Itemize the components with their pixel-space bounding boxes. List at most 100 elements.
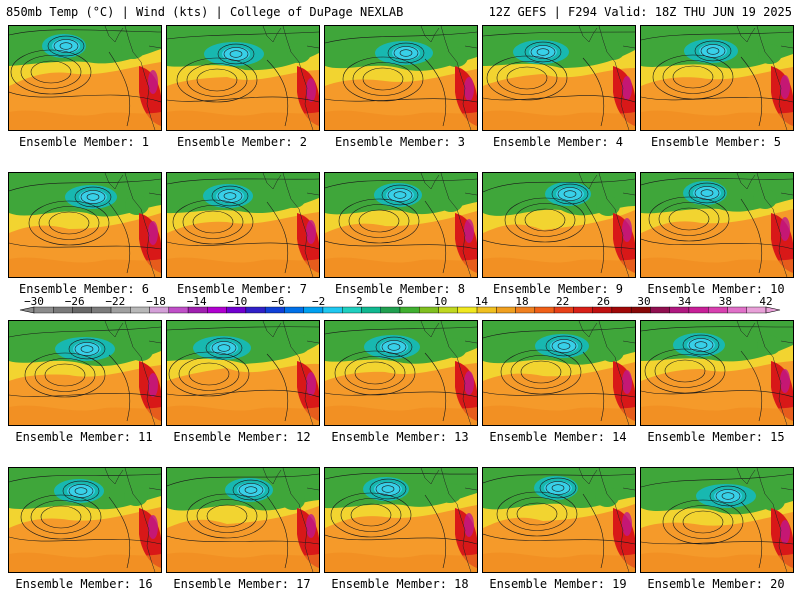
ensemble-map-4 bbox=[482, 25, 636, 131]
colorbar-tick-label: 2 bbox=[356, 297, 363, 308]
height-contours bbox=[483, 178, 635, 274]
ensemble-map-19 bbox=[482, 467, 636, 573]
coastline-borders bbox=[104, 26, 161, 130]
height-contours bbox=[483, 31, 635, 127]
colorbar-segment bbox=[534, 306, 555, 314]
temperature-field bbox=[9, 26, 161, 130]
temperature-field bbox=[483, 468, 635, 572]
ensemble-map-17 bbox=[166, 467, 320, 573]
coastline-borders bbox=[104, 173, 161, 277]
height-contours bbox=[641, 31, 793, 127]
coastline-borders bbox=[262, 321, 319, 425]
temperature-field bbox=[641, 173, 793, 277]
ensemble-map-3 bbox=[324, 25, 478, 131]
ensemble-map-2 bbox=[166, 25, 320, 131]
height-contours bbox=[9, 29, 161, 127]
height-contours bbox=[641, 177, 793, 274]
height-contours bbox=[483, 473, 635, 569]
temperature-field bbox=[167, 321, 319, 425]
ensemble-map-12 bbox=[166, 320, 320, 426]
colorbar-tick-label: −26 bbox=[65, 297, 85, 308]
temperature-field bbox=[167, 468, 319, 572]
colorbar-segment bbox=[611, 306, 632, 314]
coastline-borders bbox=[578, 321, 635, 425]
coastline-borders bbox=[262, 468, 319, 572]
height-contours bbox=[483, 326, 635, 422]
colorbar-segment bbox=[496, 306, 516, 314]
coastline-borders bbox=[578, 173, 635, 277]
ensemble-map-20 bbox=[640, 467, 794, 573]
colorbar-tick-label: −14 bbox=[187, 297, 207, 308]
ensemble-member-label: Ensemble Member: 18 bbox=[331, 577, 469, 591]
ensemble-member-label: Ensemble Member: 6 bbox=[18, 282, 150, 296]
ensemble-member-label: Ensemble Member: 8 bbox=[334, 282, 466, 296]
ensemble-map-8 bbox=[324, 172, 478, 278]
coastline-borders bbox=[736, 26, 793, 130]
ensemble-member-label: Ensemble Member: 13 bbox=[331, 430, 469, 444]
temperature-field bbox=[483, 26, 635, 130]
temperature-field bbox=[167, 26, 319, 130]
colorbar-tick-label: 30 bbox=[637, 297, 650, 308]
height-contours bbox=[167, 473, 319, 569]
height-contours bbox=[9, 473, 161, 569]
ensemble-member-label: Ensemble Member: 3 bbox=[334, 135, 466, 149]
ensemble-member-label: Ensemble Member: 7 bbox=[176, 282, 308, 296]
colorbar-segment bbox=[245, 306, 266, 314]
height-contours bbox=[325, 178, 477, 274]
coastline-borders bbox=[578, 468, 635, 572]
height-contours bbox=[641, 326, 793, 422]
colorbar-tick-label: 22 bbox=[556, 297, 569, 308]
temperature-field bbox=[641, 321, 793, 425]
temperature-field bbox=[167, 173, 319, 277]
colorbar-tick-label: −10 bbox=[227, 297, 247, 308]
coastline-borders bbox=[736, 173, 793, 277]
colorbar-segment bbox=[207, 306, 227, 314]
colorbar-segment bbox=[650, 306, 670, 314]
temperature-field bbox=[641, 468, 793, 572]
colorbar-segments bbox=[19, 306, 781, 314]
colorbar-tick-label: 18 bbox=[515, 297, 528, 308]
coastline-borders bbox=[420, 173, 477, 277]
ensemble-member-label: Ensemble Member: 19 bbox=[489, 577, 627, 591]
temperature-field bbox=[9, 321, 161, 425]
ensemble-map-16 bbox=[8, 467, 162, 573]
colorbar-segment bbox=[573, 306, 593, 314]
coastline-borders bbox=[104, 468, 161, 572]
ensemble-map-1 bbox=[8, 25, 162, 131]
ensemble-map-13 bbox=[324, 320, 478, 426]
coastline-borders bbox=[736, 321, 793, 425]
coastline-borders bbox=[104, 321, 161, 425]
ensemble-member-label: Ensemble Member: 11 bbox=[15, 430, 153, 444]
height-contours bbox=[167, 326, 319, 422]
height-contours bbox=[167, 178, 319, 274]
ensemble-member-label: Ensemble Member: 10 bbox=[647, 282, 785, 296]
height-contours bbox=[325, 31, 477, 127]
height-contours bbox=[325, 326, 477, 422]
coastline-borders bbox=[736, 468, 793, 572]
colorbar-segment bbox=[688, 306, 709, 314]
ensemble-map-18 bbox=[324, 467, 478, 573]
ensemble-member-label: Ensemble Member: 16 bbox=[15, 577, 153, 591]
temperature-field bbox=[483, 321, 635, 425]
header-valid-time: 12Z GEFS | F294 Valid: 18Z THU JUN 19 20… bbox=[488, 5, 792, 19]
ensemble-map-7 bbox=[166, 172, 320, 278]
colorbar-tick-label: 38 bbox=[719, 297, 732, 308]
temperature-colorbar: −30 −26 −22 −18 −14 −10 −6 −2 2 6 10 14 18 22 26 30 34 38… bbox=[19, 297, 781, 314]
coastline-borders bbox=[420, 26, 477, 130]
ensemble-member-label: Ensemble Member: 5 bbox=[650, 135, 782, 149]
colorbar-segment bbox=[168, 306, 189, 314]
ensemble-member-label: Ensemble Member: 2 bbox=[176, 135, 308, 149]
colorbar-tick-label: 42 bbox=[759, 297, 772, 308]
colorbar-tick-label: 10 bbox=[434, 297, 447, 308]
coastline-borders bbox=[262, 173, 319, 277]
temperature-field bbox=[641, 26, 793, 130]
colorbar-tick-label: 14 bbox=[475, 297, 489, 308]
ensemble-member-label: Ensemble Member: 9 bbox=[492, 282, 624, 296]
colorbar-segment bbox=[284, 306, 304, 314]
ensemble-map-14 bbox=[482, 320, 636, 426]
coastline-borders bbox=[262, 26, 319, 130]
ensemble-member-label: Ensemble Member: 17 bbox=[173, 577, 311, 591]
ensemble-map-5 bbox=[640, 25, 794, 131]
colorbar-tick-label: −30 bbox=[24, 297, 44, 308]
ensemble-map-11 bbox=[8, 320, 162, 426]
